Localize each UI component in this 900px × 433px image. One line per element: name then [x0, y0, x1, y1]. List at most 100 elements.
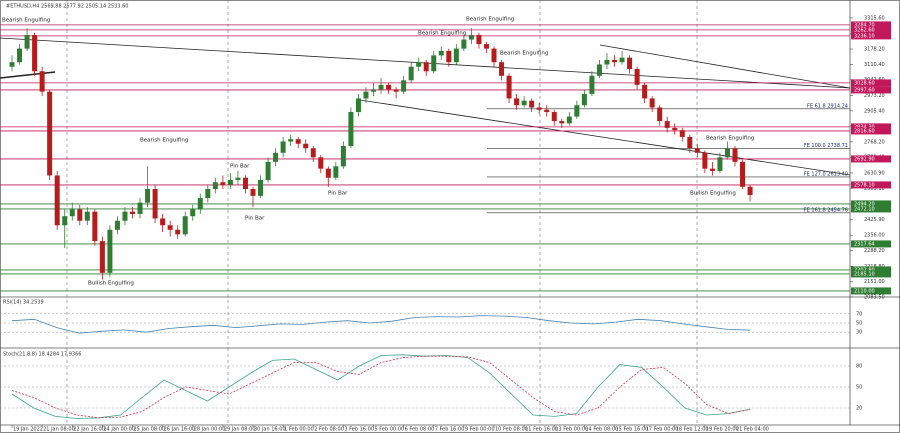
annotation: Bearish Engulfing — [418, 31, 466, 37]
y-tick-label: 2151.00 — [864, 279, 885, 285]
candle-body — [273, 152, 279, 162]
level-label: 2578.10 — [854, 182, 875, 188]
candle-body — [446, 50, 452, 63]
fib-label: FE 127.0 2613.40 — [804, 171, 848, 177]
candle-body — [499, 62, 505, 76]
candle-body — [386, 84, 392, 90]
candle-body — [732, 148, 738, 162]
y-tick-label: 2630.90 — [864, 170, 885, 176]
annotation: Bearish Engulfing — [466, 17, 514, 23]
x-tick-label: 19 Feb 20:00 — [706, 427, 739, 433]
candle-body — [566, 116, 572, 124]
candle-body — [24, 35, 30, 49]
level-label: 2834.30 — [854, 124, 875, 130]
candle-body — [438, 50, 444, 56]
fib-label: FE 100.0 2738.71 — [804, 143, 848, 149]
level-label: 2692.90 — [854, 156, 875, 162]
candle-body — [47, 91, 53, 176]
level-tag — [851, 155, 891, 163]
candle-body — [258, 179, 264, 196]
x-tick-label: 14 Feb 08:00 — [585, 427, 618, 433]
candle-body — [559, 121, 565, 124]
candle-body — [551, 112, 557, 122]
candle-body — [740, 161, 746, 187]
candle-body — [461, 39, 467, 49]
x-tick-label: 25 Jan 08:00 — [134, 427, 166, 433]
candle-body — [340, 145, 346, 167]
candle-body — [536, 107, 542, 110]
x-tick-label: 29 Jan 08:00 — [224, 427, 256, 433]
x-tick-label: 11 Feb 16:00 — [525, 427, 558, 433]
candle-body — [235, 177, 241, 180]
candle-body — [491, 48, 497, 63]
fib-label: FE 61.8 2914.24 — [807, 103, 848, 109]
x-tick-label: 2 Feb 08:00 — [314, 427, 344, 433]
candle-body — [371, 89, 376, 92]
annotation: Pin Bar — [230, 164, 250, 170]
annotation: Bearish Engulfing — [140, 138, 188, 144]
candle-body — [393, 89, 399, 92]
x-tick-label: 19 Jan 2022 — [13, 427, 43, 433]
candle-body — [483, 44, 489, 49]
candle-body — [9, 62, 15, 67]
candle-body — [747, 186, 753, 196]
y-tick-label: 70 — [856, 311, 862, 317]
level-tag — [851, 21, 891, 29]
candle-body — [657, 107, 663, 122]
candle-body — [378, 84, 384, 90]
level-tag — [851, 270, 891, 278]
candle-body — [544, 109, 550, 113]
x-tick-label: 9 Feb 00:00 — [465, 427, 495, 433]
candle-body — [182, 216, 188, 235]
candle-body — [212, 182, 218, 190]
candle-body — [167, 225, 173, 230]
candle-body — [619, 57, 625, 63]
candle-body — [649, 98, 655, 108]
x-tick-label: 1 Feb 00:00 — [284, 427, 314, 433]
level-tag — [851, 86, 891, 94]
rsi-line — [11, 315, 751, 334]
candle-body — [92, 211, 98, 242]
x-tick-label: 13 Feb 00:00 — [555, 427, 588, 433]
candle-body — [476, 35, 482, 45]
candle-body — [401, 80, 407, 92]
y-tick-label: 2768.20 — [864, 139, 885, 145]
y-tick-label: 50 — [856, 321, 862, 327]
y-tick-label: 2356.00 — [864, 233, 885, 239]
candle-body — [634, 68, 640, 85]
session-lines — [66, 0, 698, 425]
candle-body — [77, 209, 83, 221]
x-tick-label: 22 Jan 16:00 — [73, 427, 105, 433]
annotation: Pin Bar — [245, 216, 265, 222]
candle-body — [205, 189, 211, 199]
y-tick-label: 2425.90 — [864, 217, 885, 223]
candle-body — [596, 64, 602, 76]
level-tag — [851, 26, 891, 34]
candle-body — [318, 157, 324, 169]
x-tick-label: 21 Jan 08:00 — [43, 427, 75, 433]
candle-body — [32, 35, 38, 72]
x-tick-label: 10 Feb 08:00 — [495, 427, 528, 433]
x-tick-label: 24 Jan 00:00 — [103, 427, 135, 433]
candle-body — [39, 71, 45, 92]
x-tick-label: 5 Feb 00:00 — [375, 427, 405, 433]
y-tick-label: 50 — [856, 385, 862, 391]
level-label: 2185.10 — [854, 271, 875, 277]
fib-label: FE 161.8 2454.76 — [804, 207, 848, 213]
candle-body — [642, 84, 648, 99]
candle-body — [295, 139, 301, 144]
level-label: 3262.60 — [854, 27, 875, 33]
candle-body — [506, 75, 512, 99]
candle-body — [69, 209, 75, 217]
x-tick-label: 30 Jan 16:00 — [254, 427, 286, 433]
candle-body — [431, 55, 437, 72]
x-tick-label: 6 Feb 08:00 — [405, 427, 435, 433]
candle-body — [17, 48, 23, 63]
level-tag — [851, 287, 891, 295]
y-tick-label: 2905.40 — [864, 108, 885, 114]
candle-body — [672, 127, 678, 131]
level-tag — [851, 205, 891, 213]
level-tag — [851, 123, 891, 131]
